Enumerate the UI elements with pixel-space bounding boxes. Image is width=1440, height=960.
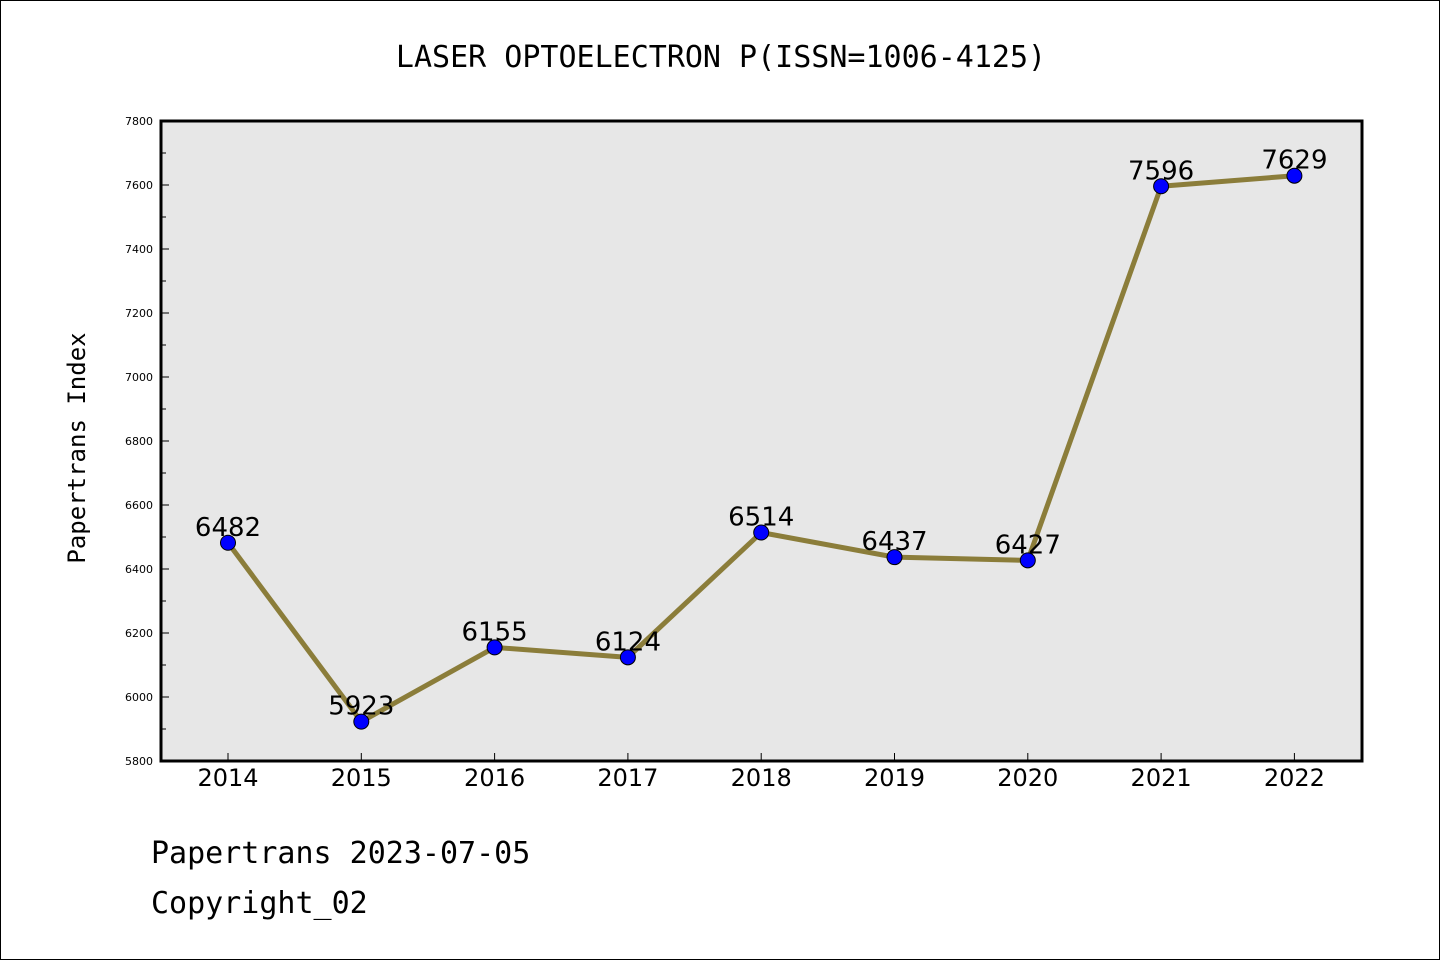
- data-point: [486, 639, 503, 656]
- data-point: [353, 713, 370, 730]
- y-tick-label: 7200: [125, 307, 153, 320]
- plot-area: [159, 119, 1364, 763]
- data-point: [619, 649, 636, 666]
- x-tick-label: 2015: [331, 764, 392, 792]
- data-point: [1286, 167, 1303, 184]
- x-tick-label: 2020: [997, 764, 1058, 792]
- x-tick-label: 2014: [197, 764, 258, 792]
- data-point: [1019, 552, 1036, 569]
- y-tick-label: 6600: [125, 499, 153, 512]
- data-labels: 6482 5923 6155 6124 6514 6437 6427 7596 7629: [195, 146, 1328, 722]
- y-tick-label: 6400: [125, 563, 153, 576]
- y-tick-label: 7600: [125, 179, 153, 192]
- data-label: 7629: [1261, 146, 1327, 176]
- y-tick-label: 7800: [125, 115, 153, 128]
- x-tick-label: 2019: [864, 764, 925, 792]
- footer-date: Papertrans 2023-07-05: [151, 836, 531, 871]
- data-label: 6437: [861, 527, 927, 557]
- data-point: [886, 549, 903, 566]
- x-tick-label: 2017: [597, 764, 658, 792]
- data-label: 6155: [462, 617, 528, 647]
- y-tick-label: 5800: [125, 755, 153, 768]
- data-label: 5923: [328, 692, 394, 722]
- x-tick-label: 2021: [1131, 764, 1192, 792]
- chart-title: LASER OPTOELECTRON P(ISSN=1006-4125): [396, 40, 1046, 75]
- data-label: 6482: [195, 513, 261, 543]
- x-tick-label: 2022: [1264, 764, 1325, 792]
- data-point: [1153, 178, 1170, 195]
- y-tick-label: 7000: [125, 371, 153, 384]
- y-tick-label: 7400: [125, 243, 153, 256]
- x-tick-label: 2018: [731, 764, 792, 792]
- data-label: 7596: [1128, 156, 1194, 186]
- y-tick-label: 6200: [125, 627, 153, 640]
- y-axis-label: Papertrans Index: [63, 332, 91, 563]
- data-point: [220, 534, 236, 551]
- x-tick-label: 2016: [464, 764, 525, 792]
- data-points: [220, 167, 1303, 730]
- y-tick-label: 6000: [125, 691, 153, 704]
- y-tick-label: 6800: [125, 435, 153, 448]
- data-label: 6124: [595, 627, 661, 657]
- x-axis: 2014 2015 2016 2017 2018 2019 2020 2021 2022: [197, 753, 1325, 792]
- footer-copyright: Copyright_02: [151, 886, 368, 921]
- data-label: 6427: [995, 530, 1061, 560]
- data-label: 6514: [728, 503, 794, 533]
- y-axis: 5800 6000 6200 6400 6600 6800 7000 7200 7400 7600…: [125, 115, 169, 768]
- data-point: [753, 524, 770, 541]
